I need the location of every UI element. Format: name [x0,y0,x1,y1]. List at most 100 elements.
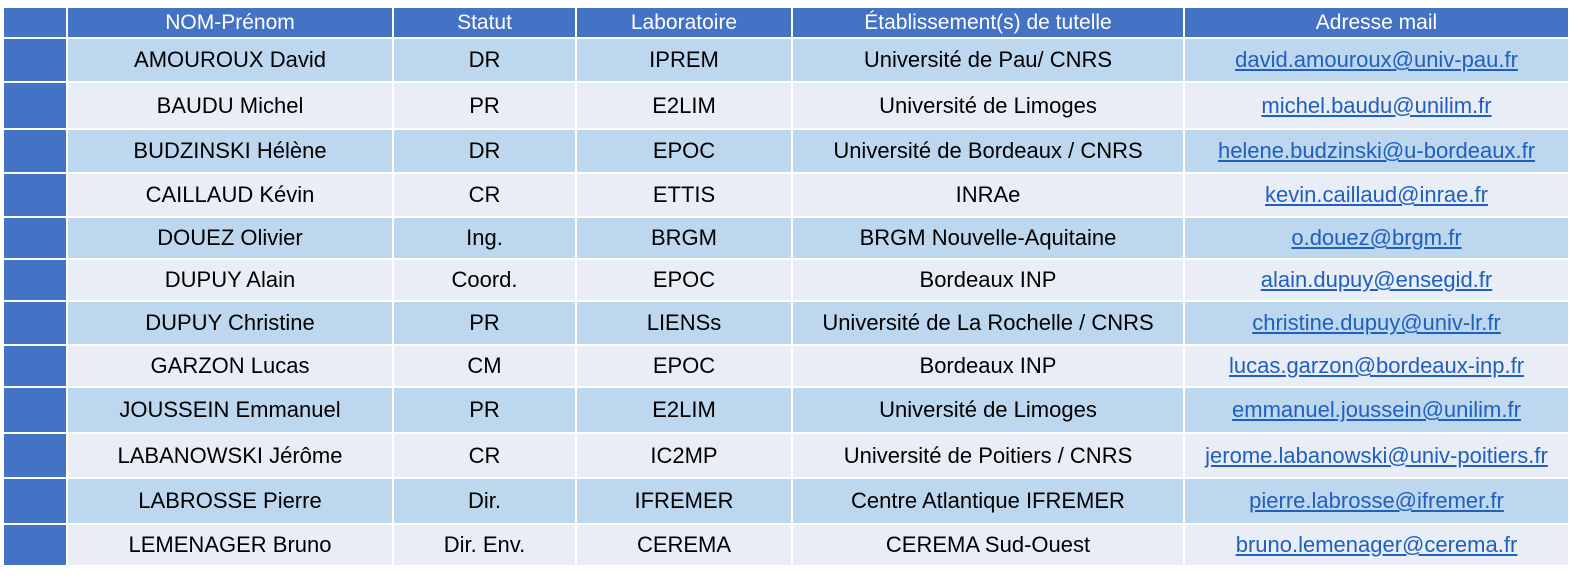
cell-email: christine.dupuy@univ-lr.fr [1183,300,1570,346]
cell-name: GARZON Lucas [66,344,394,388]
cell-name: JOUSSEIN Emmanuel [66,386,394,434]
cell-name: DOUEZ Olivier [66,216,394,260]
cell-institution: Université de Limoges [791,386,1185,434]
table-row: CAILLAUD Kévin CR ETTIS INRAe kevin.caillaud… [2,172,1570,218]
cell-institution: Bordeaux INP [791,258,1185,302]
cell-lab: BRGM [575,216,793,260]
email-link[interactable]: alain.dupuy@ensegid.fr [1260,267,1493,292]
row-marker-cell [2,216,68,260]
cell-email: helene.budzinski@u-bordeaux.fr [1183,128,1570,174]
row-marker-cell [2,432,68,479]
email-link[interactable]: lucas.garzon@bordeaux-inp.fr [1228,353,1525,378]
email-link[interactable]: pierre.labrosse@ifremer.fr [1249,488,1504,513]
cell-status: PR [392,81,577,130]
cell-name: CAILLAUD Kévin [66,172,394,218]
row-marker-cell [2,300,68,346]
cell-status: DR [392,37,577,83]
cell-institution: Université de Bordeaux / CNRS [791,128,1185,174]
email-link[interactable]: jerome.labanowski@univ-poitiers.fr [1205,442,1548,468]
column-header-lab: Laboratoire [575,6,793,39]
cell-status: Coord. [392,258,577,302]
email-link[interactable]: david.amouroux@univ-pau.fr [1235,47,1518,72]
table-row: BUDZINSKI Hélène DR EPOC Université de Bord… [2,128,1570,174]
row-marker-cell [2,128,68,174]
cell-status: CR [392,432,577,479]
row-marker-cell [2,477,68,525]
table-row: LABANOWSKI Jérôme CR IC2MP Université de Po… [2,432,1570,479]
cell-institution: BRGM Nouvelle-Aquitaine [791,216,1185,260]
table-row: DUPUY Alain Coord. EPOC Bordeaux INP alain.d… [2,258,1570,302]
cell-institution: Université de Poitiers / CNRS [791,432,1185,479]
cell-lab: ETTIS [575,172,793,218]
cell-lab: IFREMER [575,477,793,525]
table-row: DUPUY Christine PR LIENSs Université de La … [2,300,1570,346]
cell-institution: Centre Atlantique IFREMER [791,477,1185,525]
cell-email: emmanuel.joussein@unilim.fr [1183,386,1570,434]
cell-institution: Bordeaux INP [791,344,1185,388]
cell-email: michel.baudu@unilim.fr [1183,81,1570,130]
cell-email: alain.dupuy@ensegid.fr [1183,258,1570,302]
cell-email: jerome.labanowski@univ-poitiers.fr [1183,432,1570,479]
cell-status: CM [392,344,577,388]
column-header-institution: Établissement(s) de tutelle [791,6,1185,39]
cell-email: lucas.garzon@bordeaux-inp.fr [1183,344,1570,388]
row-marker-cell [2,81,68,130]
cell-lab: E2LIM [575,81,793,130]
cell-name: LABROSSE Pierre [66,477,394,525]
row-marker-cell [2,258,68,302]
cell-name: LEMENAGER Bruno [66,523,394,567]
email-link[interactable]: bruno.lemenager@cerema.fr [1235,532,1518,557]
row-marker-cell [2,172,68,218]
cell-status: DR [392,128,577,174]
table-row: JOUSSEIN Emmanuel PR E2LIM Université de Li… [2,386,1570,434]
cell-lab: LIENSs [575,300,793,346]
cell-email: pierre.labrosse@ifremer.fr [1183,477,1570,525]
table-row: AMOUROUX David DR IPREM Université de Pau/ … [2,37,1570,83]
contact-table-container: NOM-Prénom Statut Laboratoire Établissem… [2,6,1570,567]
cell-institution: Université de La Rochelle / CNRS [791,300,1185,346]
column-header-name: NOM-Prénom [66,6,394,39]
email-link[interactable]: michel.baudu@unilim.fr [1261,92,1492,118]
cell-lab: EPOC [575,128,793,174]
email-link[interactable]: o.douez@brgm.fr [1291,225,1462,250]
table-row: DOUEZ Olivier Ing. BRGM BRGM Nouvelle-Aquit… [2,216,1570,260]
row-marker-cell [2,344,68,388]
column-header-status: Statut [392,6,577,39]
cell-name: AMOUROUX David [66,37,394,83]
cell-status: PR [392,300,577,346]
row-marker-cell [2,386,68,434]
column-header-email: Adresse mail [1183,6,1570,39]
row-marker-cell [2,523,68,567]
cell-institution: CEREMA Sud-Ouest [791,523,1185,567]
cell-name: BAUDU Michel [66,81,394,130]
cell-status: Dir. [392,477,577,525]
email-link[interactable]: helene.budzinski@u-bordeaux.fr [1217,138,1536,163]
table-row: GARZON Lucas CM EPOC Bordeaux INP lucas.garz… [2,344,1570,388]
cell-status: PR [392,386,577,434]
cell-lab: E2LIM [575,386,793,434]
table-row: BAUDU Michel PR E2LIM Université de Limoges… [2,81,1570,130]
email-link[interactable]: christine.dupuy@univ-lr.fr [1252,310,1501,335]
email-link[interactable]: kevin.caillaud@inrae.fr [1265,182,1488,207]
cell-status: Ing. [392,216,577,260]
cell-lab: IC2MP [575,432,793,479]
table-row: LEMENAGER Bruno Dir. Env. CEREMA CEREMA Sud… [2,523,1570,567]
cell-email: kevin.caillaud@inrae.fr [1183,172,1570,218]
cell-name: DUPUY Alain [66,258,394,302]
contact-table: NOM-Prénom Statut Laboratoire Établissem… [2,6,1570,567]
cell-email: david.amouroux@univ-pau.fr [1183,37,1570,83]
cell-status: CR [392,172,577,218]
table-header-row: NOM-Prénom Statut Laboratoire Établissem… [2,6,1570,39]
row-marker-header [2,6,68,39]
cell-name: BUDZINSKI Hélène [66,128,394,174]
cell-name: LABANOWSKI Jérôme [66,432,394,479]
email-link[interactable]: emmanuel.joussein@unilim.fr [1232,397,1521,422]
table-row: LABROSSE Pierre Dir. IFREMER Centre Atlanti… [2,477,1570,525]
cell-lab: EPOC [575,258,793,302]
cell-name: DUPUY Christine [66,300,394,346]
cell-email: bruno.lemenager@cerema.fr [1183,523,1570,567]
cell-email: o.douez@brgm.fr [1183,216,1570,260]
cell-institution: Université de Limoges [791,81,1185,130]
cell-lab: CEREMA [575,523,793,567]
cell-status: Dir. Env. [392,523,577,567]
